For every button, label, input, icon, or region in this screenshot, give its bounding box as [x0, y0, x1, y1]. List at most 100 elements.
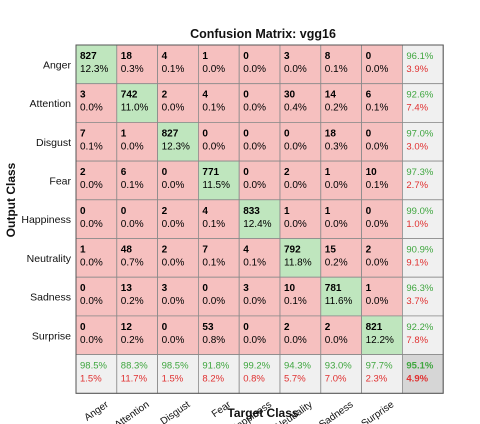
cell-percent-label: 0.0%: [284, 180, 307, 191]
cell-percent-label: 0.0%: [80, 258, 103, 269]
cell-count-label: 0: [284, 128, 290, 139]
cell-count-label: 10: [284, 283, 296, 294]
matrix-cell: [238, 238, 281, 278]
cell-percent-label: 0.0%: [366, 64, 389, 75]
cell-count-label: 4: [202, 206, 208, 217]
row-precision-label: 96.1%: [406, 51, 433, 62]
matrix-cell: [116, 83, 159, 123]
cell-percent-label: 0.1%: [202, 258, 225, 269]
cell-percent-label: 0.2%: [121, 335, 144, 346]
cell-percent-label: 0.1%: [366, 103, 389, 114]
cell-percent-label: 0.0%: [325, 335, 348, 346]
cell-count-label: 3: [243, 283, 249, 294]
cell-count-label: 781: [325, 283, 342, 294]
cell-percent-label: 0.0%: [243, 180, 266, 191]
cell-percent-label: 12.3%: [80, 64, 108, 75]
matrix-cell: [116, 276, 159, 317]
cell-count-label: 6: [121, 167, 127, 178]
matrix-cell: [197, 122, 240, 162]
column-recall-label: 93.0%: [325, 361, 352, 372]
cell-percent-label: 0.0%: [202, 141, 225, 152]
cell-count-label: 1: [80, 245, 86, 256]
row-precision-label: 99.0%: [406, 206, 433, 217]
matrix-cell: [320, 122, 362, 162]
matrix-cell: [197, 160, 240, 201]
row-precision-label: 97.0%: [406, 128, 433, 139]
cell-count-label: 1: [202, 51, 208, 62]
cell-count-label: 0: [243, 51, 249, 62]
column-recall-label: 98.5%: [162, 361, 189, 372]
matrix-cell: [116, 160, 159, 201]
cell-count-label: 18: [325, 128, 337, 139]
cell-count-label: 2: [325, 322, 331, 333]
cell-count-label: 1: [325, 206, 331, 217]
matrix-cell: [75, 160, 118, 201]
matrix-cell: [75, 122, 118, 162]
cell-count-label: 821: [366, 322, 383, 333]
cell-count-label: 0: [243, 322, 249, 333]
matrix-cell: [157, 238, 199, 278]
matrix-cell: [361, 44, 403, 85]
row-label: Disgust: [36, 137, 71, 149]
cell-percent-label: 0.0%: [80, 219, 103, 230]
row-label: Fear: [49, 175, 71, 187]
cell-count-label: 12: [121, 322, 133, 333]
cell-percent-label: 0.0%: [162, 180, 185, 191]
cell-count-label: 2: [284, 167, 290, 178]
cell-count-label: 15: [325, 245, 337, 256]
cell-percent-label: 0.0%: [243, 296, 266, 307]
cell-count-label: 18: [121, 51, 133, 62]
matrix-cell: [197, 315, 240, 355]
overall-error-label: 4.9%: [406, 374, 428, 385]
cell-count-label: 742: [121, 90, 138, 101]
column-error-label: 5.7%: [284, 374, 306, 385]
cell-percent-label: 12.2%: [366, 335, 394, 346]
cell-count-label: 1: [366, 283, 372, 294]
y-axis-title: Output Class: [4, 162, 18, 237]
matrix-cell: [279, 44, 322, 85]
row-summary-cell: [401, 44, 444, 85]
cell-count-label: 2: [162, 90, 168, 101]
cell-percent-label: 0.1%: [80, 141, 103, 152]
matrix-cell: [238, 160, 281, 201]
cell-count-label: 771: [202, 167, 219, 178]
row-error-label: 3.9%: [406, 64, 428, 75]
row-precision-label: 97.3%: [406, 167, 433, 178]
cell-count-label: 0: [366, 128, 372, 139]
cell-percent-label: 0.0%: [162, 258, 185, 269]
cell-percent-label: 11.8%: [284, 258, 312, 269]
cell-count-label: 10: [366, 167, 378, 178]
row-summary-cell: [401, 238, 444, 278]
matrix-cell: [361, 276, 403, 317]
cell-count-label: 2: [162, 206, 168, 217]
cell-count-label: 0: [243, 90, 249, 101]
cell-percent-label: 0.0%: [243, 335, 266, 346]
row-error-label: 7.8%: [406, 335, 428, 346]
row-summary-cell: [401, 315, 444, 355]
row-summary-cell: [401, 276, 444, 317]
column-error-label: 11.7%: [121, 374, 148, 385]
cell-percent-label: 0.0%: [325, 219, 348, 230]
cell-count-label: 2: [80, 167, 86, 178]
matrix-cell: [75, 238, 118, 278]
cell-count-label: 2: [366, 245, 372, 256]
cell-percent-label: 0.0%: [366, 141, 389, 152]
row-label: Anger: [43, 59, 72, 71]
matrix-cell: [75, 199, 118, 239]
column-label: Anger: [83, 399, 112, 424]
row-precision-label: 96.3%: [406, 283, 433, 294]
column-label: Surprise: [359, 399, 396, 424]
x-axis-title: Target Class: [227, 406, 298, 420]
cell-count-label: 0: [121, 206, 127, 217]
cell-count-label: 0: [243, 167, 249, 178]
cell-percent-label: 0.0%: [162, 296, 185, 307]
cell-count-label: 53: [202, 322, 214, 333]
matrix-cell: [320, 44, 362, 85]
row-summary-cell: [401, 83, 444, 123]
row-error-label: 3.7%: [406, 296, 428, 307]
matrix-cell: [238, 199, 281, 239]
cell-percent-label: 0.0%: [366, 296, 389, 307]
cell-count-label: 0: [162, 322, 168, 333]
matrix-cell: [279, 122, 322, 162]
cell-percent-label: 12.4%: [243, 219, 271, 230]
